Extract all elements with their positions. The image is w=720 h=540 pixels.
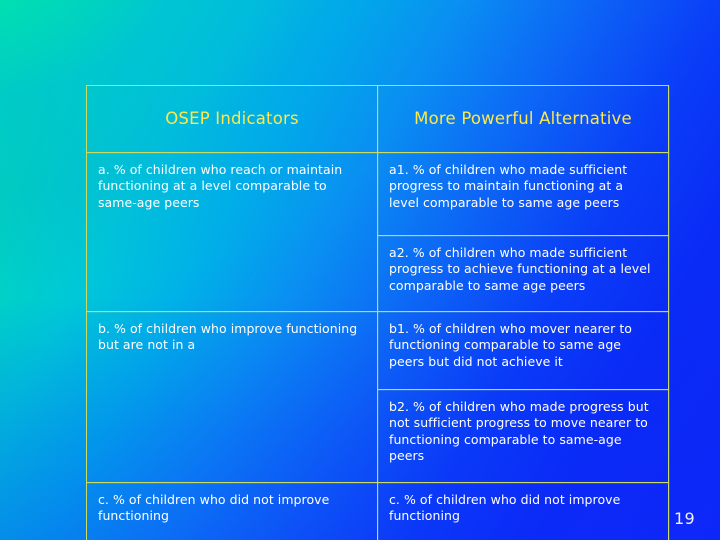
page-number: 19: [674, 509, 695, 528]
cell-indicator-a: a. % of children who reach or maintain f…: [86, 152, 378, 312]
cell-alternative-b1: b1. % of children who mover nearer to fu…: [377, 311, 669, 390]
osep-comparison-table: OSEP Indicators More Powerful Alternativ…: [86, 85, 669, 540]
table-header-more-powerful-alternative: More Powerful Alternative: [377, 85, 669, 153]
cell-alternative-c: c. % of children who did not improve fun…: [377, 482, 669, 540]
cell-indicator-b: b. % of children who improve functioning…: [86, 311, 378, 483]
comparison-table-container: OSEP Indicators More Powerful Alternativ…: [86, 85, 669, 540]
table-header-row: OSEP Indicators More Powerful Alternativ…: [86, 85, 669, 153]
cell-alternative-b2: b2. % of children who made progress but …: [377, 389, 669, 483]
cell-alternative-a2: a2. % of children who made sufficient pr…: [377, 235, 669, 312]
table-row: c. % of children who did not improve fun…: [86, 482, 669, 540]
table-row: b. % of children who improve functioning…: [86, 311, 669, 483]
cell-indicator-c: c. % of children who did not improve fun…: [86, 482, 378, 540]
table-row: b2. % of children who made progress but …: [87, 389, 669, 483]
table-row: a. % of children who reach or maintain f…: [86, 152, 669, 312]
table-row: a2. % of children who made sufficient pr…: [87, 235, 669, 312]
table-header-osep-indicators: OSEP Indicators: [86, 85, 378, 153]
cell-alternative-a1: a1. % of children who made sufficient pr…: [377, 152, 669, 236]
